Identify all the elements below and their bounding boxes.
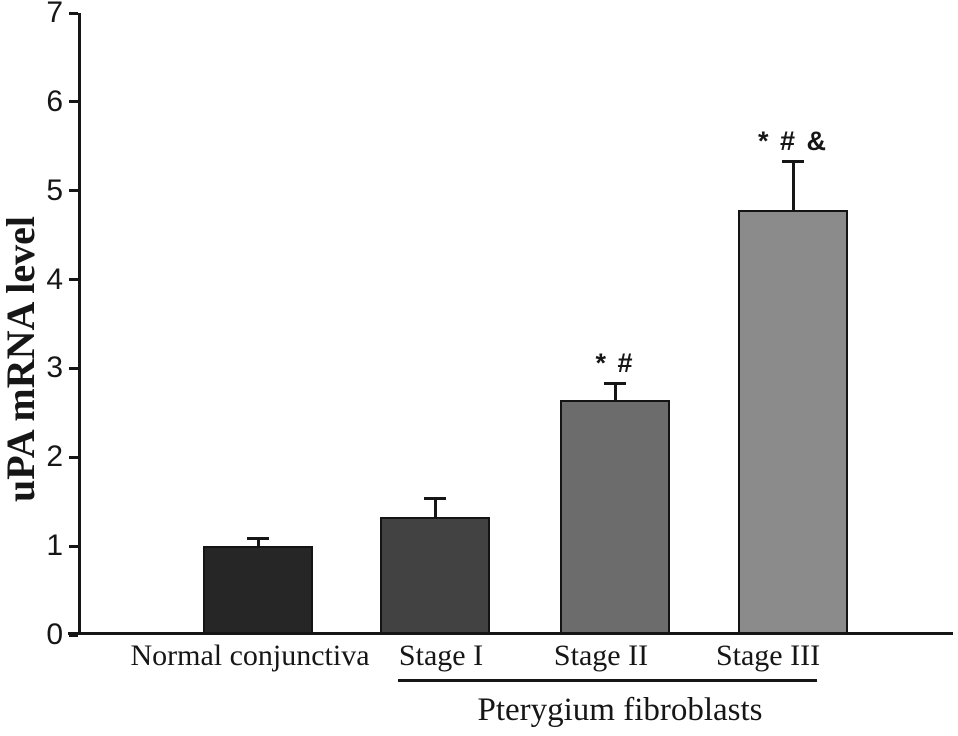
- significance-annotation: * #: [595, 347, 635, 378]
- y-tick-label: 1: [46, 529, 63, 563]
- bar: [380, 516, 490, 635]
- bar: [560, 399, 670, 635]
- y-tick-mark: [69, 455, 78, 459]
- x-category-label: Stage I: [398, 639, 484, 672]
- error-bar: [433, 498, 437, 517]
- y-tick-label: 7: [46, 0, 63, 29]
- error-bar: [256, 538, 260, 547]
- error-bar-cap: [424, 497, 446, 501]
- x-category-label: Normal conjunctiva: [130, 639, 370, 672]
- error-bar: [791, 161, 795, 211]
- error-bar-cap: [782, 160, 804, 164]
- x-axis-line: [68, 632, 953, 635]
- y-tick-mark: [69, 633, 78, 637]
- error-bar-cap: [247, 537, 269, 541]
- y-tick-mark: [69, 11, 78, 15]
- y-tick-label: 3: [46, 351, 63, 385]
- bar: [203, 546, 313, 635]
- x-category-label: Stage II: [553, 639, 649, 672]
- y-tick-mark: [69, 189, 78, 193]
- y-tick-label: 4: [46, 262, 63, 296]
- y-tick-mark: [69, 366, 78, 370]
- y-axis-line: [78, 13, 81, 635]
- y-tick-label: 2: [46, 440, 63, 474]
- y-tick-mark: [69, 100, 78, 104]
- significance-annotation: * # &: [757, 126, 829, 157]
- x-category-label: Stage III: [715, 639, 821, 672]
- y-tick-label: 0: [46, 618, 63, 651]
- y-tick-mark: [69, 544, 78, 548]
- bar: [738, 210, 848, 635]
- y-tick-label: 5: [46, 173, 63, 207]
- y-tick-label: 6: [46, 84, 63, 118]
- y-tick-mark: [69, 278, 78, 282]
- group-underline: [398, 679, 817, 682]
- error-bar-cap: [604, 381, 626, 385]
- group-label: Pterygium fibroblasts: [477, 692, 763, 728]
- error-bar: [613, 382, 617, 400]
